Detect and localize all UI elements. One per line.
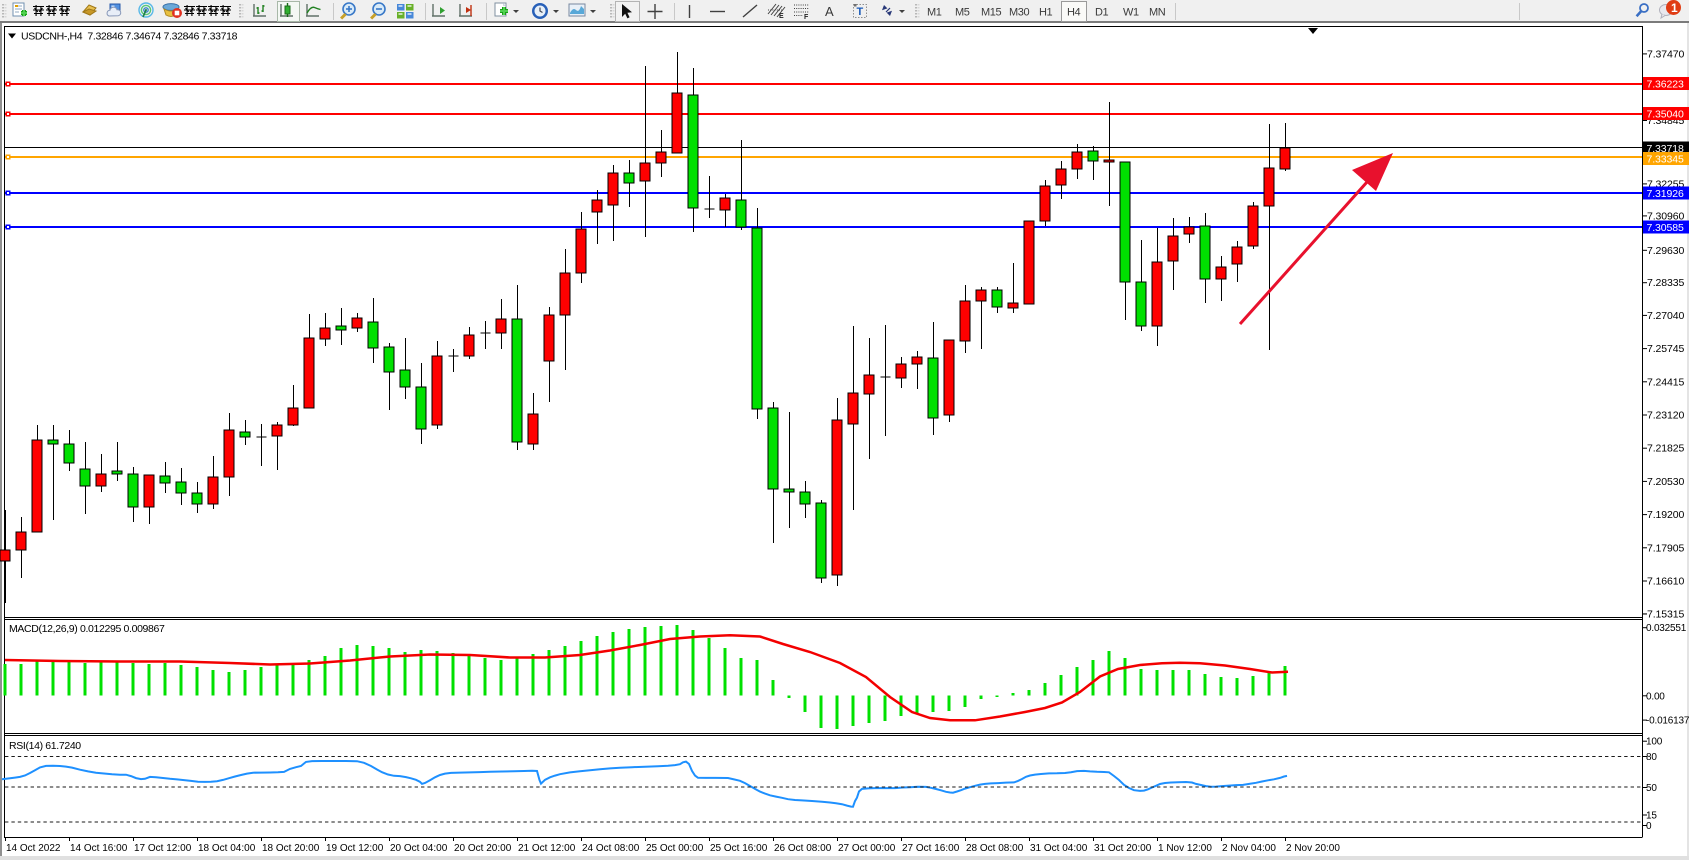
svg-text:21 Oct 12:00: 21 Oct 12:00 xyxy=(518,843,576,854)
svg-text:USDCNH-,H4 7.32846 7.34674 7.: USDCNH-,H4 7.32846 7.34674 7.32846 7.337… xyxy=(21,31,238,43)
svg-text:7.24415: 7.24415 xyxy=(1647,376,1685,388)
svg-text:25 Oct 16:00: 25 Oct 16:00 xyxy=(710,843,768,854)
svg-text:MN: MN xyxy=(1149,7,1166,19)
svg-text:7.35040: 7.35040 xyxy=(1647,109,1685,121)
svg-text:0: 0 xyxy=(1646,821,1652,832)
svg-text:E: E xyxy=(779,13,784,20)
svg-text:0.032551: 0.032551 xyxy=(1646,623,1687,634)
svg-text:7.17905: 7.17905 xyxy=(1647,542,1685,554)
svg-text:7.31926: 7.31926 xyxy=(1647,188,1685,200)
svg-text:2 Nov 20:00: 2 Nov 20:00 xyxy=(1286,843,1340,854)
svg-text:D1: D1 xyxy=(1095,7,1109,19)
svg-text:26 Oct 08:00: 26 Oct 08:00 xyxy=(774,843,832,854)
svg-text:50: 50 xyxy=(1646,783,1657,794)
svg-text:7.27040: 7.27040 xyxy=(1647,310,1685,322)
svg-text:M15: M15 xyxy=(981,7,1001,19)
svg-text:7.20530: 7.20530 xyxy=(1647,476,1685,488)
svg-text:19 Oct 12:00: 19 Oct 12:00 xyxy=(326,843,384,854)
svg-text:M5: M5 xyxy=(955,7,970,19)
svg-text:27 Oct 16:00: 27 Oct 16:00 xyxy=(902,843,960,854)
svg-text:18 Oct 04:00: 18 Oct 04:00 xyxy=(198,843,256,854)
svg-text:7.28335: 7.28335 xyxy=(1647,277,1685,289)
svg-text:7.19200: 7.19200 xyxy=(1647,509,1685,521)
svg-text:1: 1 xyxy=(1671,1,1678,15)
svg-text:28 Oct 08:00: 28 Oct 08:00 xyxy=(966,843,1024,854)
svg-text:-0.016137: -0.016137 xyxy=(1646,716,1689,727)
svg-text:M1: M1 xyxy=(927,7,942,19)
svg-text:A: A xyxy=(825,4,834,19)
svg-text:25 Oct 00:00: 25 Oct 00:00 xyxy=(646,843,704,854)
svg-text:M30: M30 xyxy=(1009,7,1029,19)
svg-text:2 Nov 04:00: 2 Nov 04:00 xyxy=(1222,843,1276,854)
svg-text:27 Oct 00:00: 27 Oct 00:00 xyxy=(838,843,896,854)
svg-text:20 Oct 04:00: 20 Oct 04:00 xyxy=(390,843,448,854)
svg-text:31 Oct 04:00: 31 Oct 04:00 xyxy=(1030,843,1088,854)
svg-text:1 Nov 12:00: 1 Nov 12:00 xyxy=(1158,843,1212,854)
svg-text:7.30960: 7.30960 xyxy=(1647,210,1685,222)
svg-text:F: F xyxy=(804,14,809,21)
svg-text:31 Oct 20:00: 31 Oct 20:00 xyxy=(1094,843,1152,854)
svg-text:W1: W1 xyxy=(1123,7,1139,19)
svg-text:7.25745: 7.25745 xyxy=(1647,343,1685,355)
svg-text:0.00: 0.00 xyxy=(1646,691,1665,702)
svg-text:7.33345: 7.33345 xyxy=(1647,154,1685,166)
svg-text:17 Oct 12:00: 17 Oct 12:00 xyxy=(134,843,192,854)
svg-text:7.21825: 7.21825 xyxy=(1647,443,1685,455)
svg-text:7.16610: 7.16610 xyxy=(1647,576,1685,588)
svg-text:7.37470: 7.37470 xyxy=(1647,48,1685,60)
svg-text:H4: H4 xyxy=(1067,7,1081,19)
svg-text:14 Oct 16:00: 14 Oct 16:00 xyxy=(70,843,128,854)
svg-text:20 Oct 20:00: 20 Oct 20:00 xyxy=(454,843,512,854)
svg-text:RSI(14) 61.7240: RSI(14) 61.7240 xyxy=(9,740,81,752)
svg-text:24 Oct 08:00: 24 Oct 08:00 xyxy=(582,843,640,854)
svg-text:15: 15 xyxy=(1646,811,1657,822)
svg-text:7.29630: 7.29630 xyxy=(1647,245,1685,257)
svg-text:7.30585: 7.30585 xyxy=(1647,222,1685,234)
svg-text:14 Oct 2022: 14 Oct 2022 xyxy=(6,843,61,854)
svg-text:H1: H1 xyxy=(1039,7,1053,19)
svg-text:7.15315: 7.15315 xyxy=(1647,609,1685,621)
svg-text:100: 100 xyxy=(1646,737,1663,748)
svg-text:7.23120: 7.23120 xyxy=(1647,410,1685,422)
svg-text:MACD(12,26,9) 0.012295 0.00986: MACD(12,26,9) 0.012295 0.009867 xyxy=(9,623,165,635)
svg-text:18 Oct 20:00: 18 Oct 20:00 xyxy=(262,843,320,854)
svg-text:T: T xyxy=(857,6,864,18)
svg-text:80: 80 xyxy=(1646,752,1657,763)
svg-text:7.36223: 7.36223 xyxy=(1647,79,1685,91)
